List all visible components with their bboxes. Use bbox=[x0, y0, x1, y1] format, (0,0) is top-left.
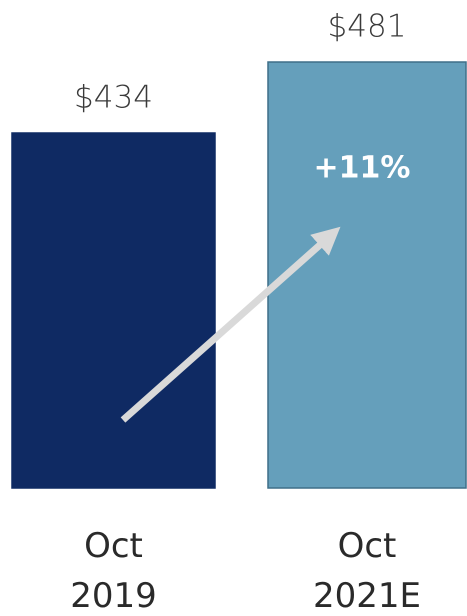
x-tick-label: Oct 2019 bbox=[70, 526, 157, 616]
bar bbox=[11, 132, 216, 489]
x-tick-label: Oct 2021E bbox=[313, 526, 421, 616]
growth-arrow bbox=[120, 226, 341, 423]
value-label: $434 bbox=[74, 80, 153, 116]
bar bbox=[267, 61, 467, 489]
value-label: $481 bbox=[328, 9, 407, 45]
annotation: +11% bbox=[314, 151, 411, 186]
